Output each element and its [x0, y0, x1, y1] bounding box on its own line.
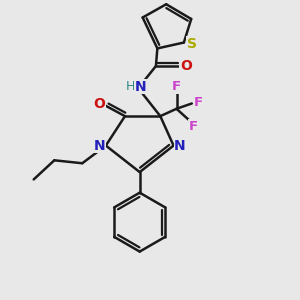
- Text: O: O: [93, 98, 105, 111]
- Text: N: N: [135, 80, 146, 94]
- Text: S: S: [187, 37, 197, 51]
- Text: F: F: [189, 120, 198, 133]
- Text: F: F: [194, 95, 203, 109]
- Text: O: O: [180, 59, 192, 73]
- Text: N: N: [174, 139, 186, 153]
- Text: F: F: [172, 80, 181, 94]
- Text: H: H: [125, 80, 135, 93]
- Text: N: N: [94, 139, 105, 153]
